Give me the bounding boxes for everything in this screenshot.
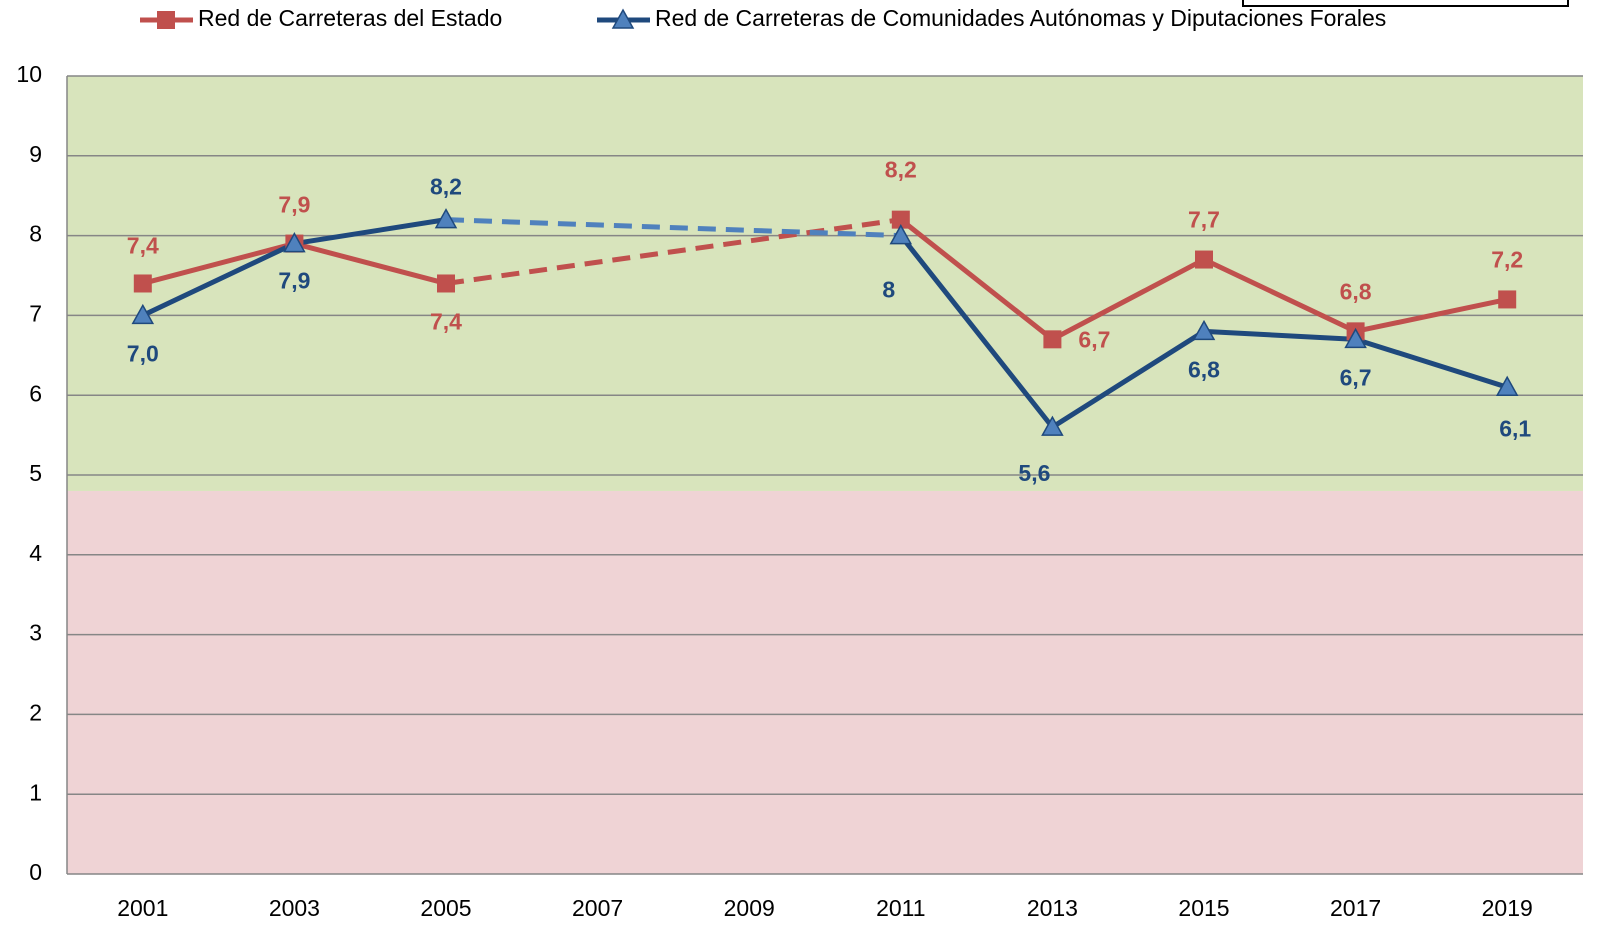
- marker: [1041, 415, 1064, 436]
- data-label: 7,4: [430, 309, 462, 335]
- data-label: 6,8: [1340, 278, 1372, 304]
- data-label: 8,2: [885, 157, 917, 183]
- marker: [1195, 250, 1213, 269]
- data-label: 7,0: [127, 340, 159, 366]
- marker: [434, 208, 458, 229]
- marker: [889, 224, 913, 245]
- y-tick-label: 10: [16, 61, 42, 87]
- legend-label: Red de Carreteras del Estado: [198, 5, 502, 31]
- y-tick-label: 1: [29, 779, 42, 805]
- y-tick-label: 6: [29, 380, 42, 406]
- background-band: [67, 490, 1583, 874]
- data-label: 6,7: [1340, 364, 1372, 390]
- x-tick-label: 2011: [876, 895, 925, 921]
- y-tick-label: 4: [29, 540, 42, 566]
- data-label: 7,9: [278, 268, 310, 294]
- data-label: 5,6: [1018, 460, 1050, 486]
- x-tick-label: 2013: [1027, 895, 1078, 921]
- data-label: 7,2: [1491, 247, 1523, 273]
- x-tick-label: 2019: [1482, 895, 1533, 921]
- y-tick-label: 2: [29, 699, 42, 725]
- data-label: 7,9: [278, 192, 310, 218]
- y-tick-label: 7: [29, 300, 42, 326]
- y-tick-label: 3: [29, 620, 42, 646]
- x-tick-label: 2009: [724, 895, 775, 921]
- marker: [283, 232, 306, 253]
- x-tick-label: 2015: [1178, 895, 1229, 921]
- marker: [891, 210, 910, 229]
- frame-fragment: [1242, 0, 1569, 7]
- marker: [1192, 319, 1216, 341]
- data-label: 8,2: [430, 174, 462, 200]
- y-tick-label: 8: [29, 221, 42, 247]
- legend-marker: [157, 11, 175, 29]
- gap-connector: [445, 217, 902, 286]
- y-tick-label: 0: [29, 859, 42, 885]
- y-tick-label: 9: [29, 141, 42, 167]
- marker: [1498, 290, 1517, 309]
- data-label: 7,4: [127, 233, 159, 259]
- data-label: 6,8: [1188, 356, 1220, 382]
- marker: [437, 274, 455, 293]
- x-tick-label: 2005: [420, 895, 471, 921]
- x-tick-label: 2007: [572, 895, 623, 921]
- legend-marker: [611, 8, 635, 29]
- gap-connector: [445, 217, 901, 239]
- x-tick-label: 2001: [117, 895, 168, 921]
- x-tick-label: 2017: [1330, 895, 1381, 921]
- data-label: 7,7: [1188, 207, 1220, 233]
- x-tick-label: 2003: [269, 895, 320, 921]
- legend-label: Red de Carreteras de Comunidades Autónom…: [655, 5, 1386, 31]
- data-label: 6,1: [1499, 415, 1531, 441]
- background-band: [67, 76, 1583, 491]
- marker: [1344, 327, 1367, 349]
- marker: [131, 303, 155, 325]
- marker: [1495, 375, 1519, 396]
- y-tick-label: 5: [29, 460, 42, 486]
- marker: [133, 274, 152, 293]
- marker: [1043, 330, 1062, 349]
- data-label: 8: [882, 277, 895, 303]
- data-label: 6,7: [1078, 326, 1110, 352]
